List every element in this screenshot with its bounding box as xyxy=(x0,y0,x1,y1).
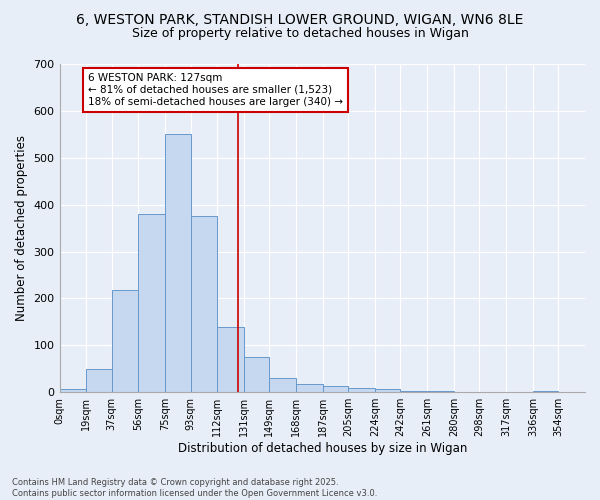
Bar xyxy=(323,386,349,392)
Text: Contains HM Land Registry data © Crown copyright and database right 2025.
Contai: Contains HM Land Registry data © Crown c… xyxy=(12,478,377,498)
Text: 6 WESTON PARK: 127sqm
← 81% of detached houses are smaller (1,523)
18% of semi-d: 6 WESTON PARK: 127sqm ← 81% of detached … xyxy=(88,74,343,106)
Bar xyxy=(349,388,375,392)
Text: 6, WESTON PARK, STANDISH LOWER GROUND, WIGAN, WN6 8LE: 6, WESTON PARK, STANDISH LOWER GROUND, W… xyxy=(76,12,524,26)
Bar xyxy=(296,384,323,392)
Bar xyxy=(112,290,139,392)
Bar xyxy=(165,134,191,392)
Bar xyxy=(375,389,400,392)
Bar xyxy=(86,369,112,392)
Bar xyxy=(244,356,269,392)
Bar xyxy=(400,391,427,392)
Bar xyxy=(217,326,244,392)
Bar xyxy=(269,378,296,392)
Bar xyxy=(59,390,86,392)
Text: Size of property relative to detached houses in Wigan: Size of property relative to detached ho… xyxy=(131,28,469,40)
Y-axis label: Number of detached properties: Number of detached properties xyxy=(15,135,28,321)
Bar xyxy=(191,216,217,392)
Bar xyxy=(139,214,165,392)
X-axis label: Distribution of detached houses by size in Wigan: Distribution of detached houses by size … xyxy=(178,442,467,455)
